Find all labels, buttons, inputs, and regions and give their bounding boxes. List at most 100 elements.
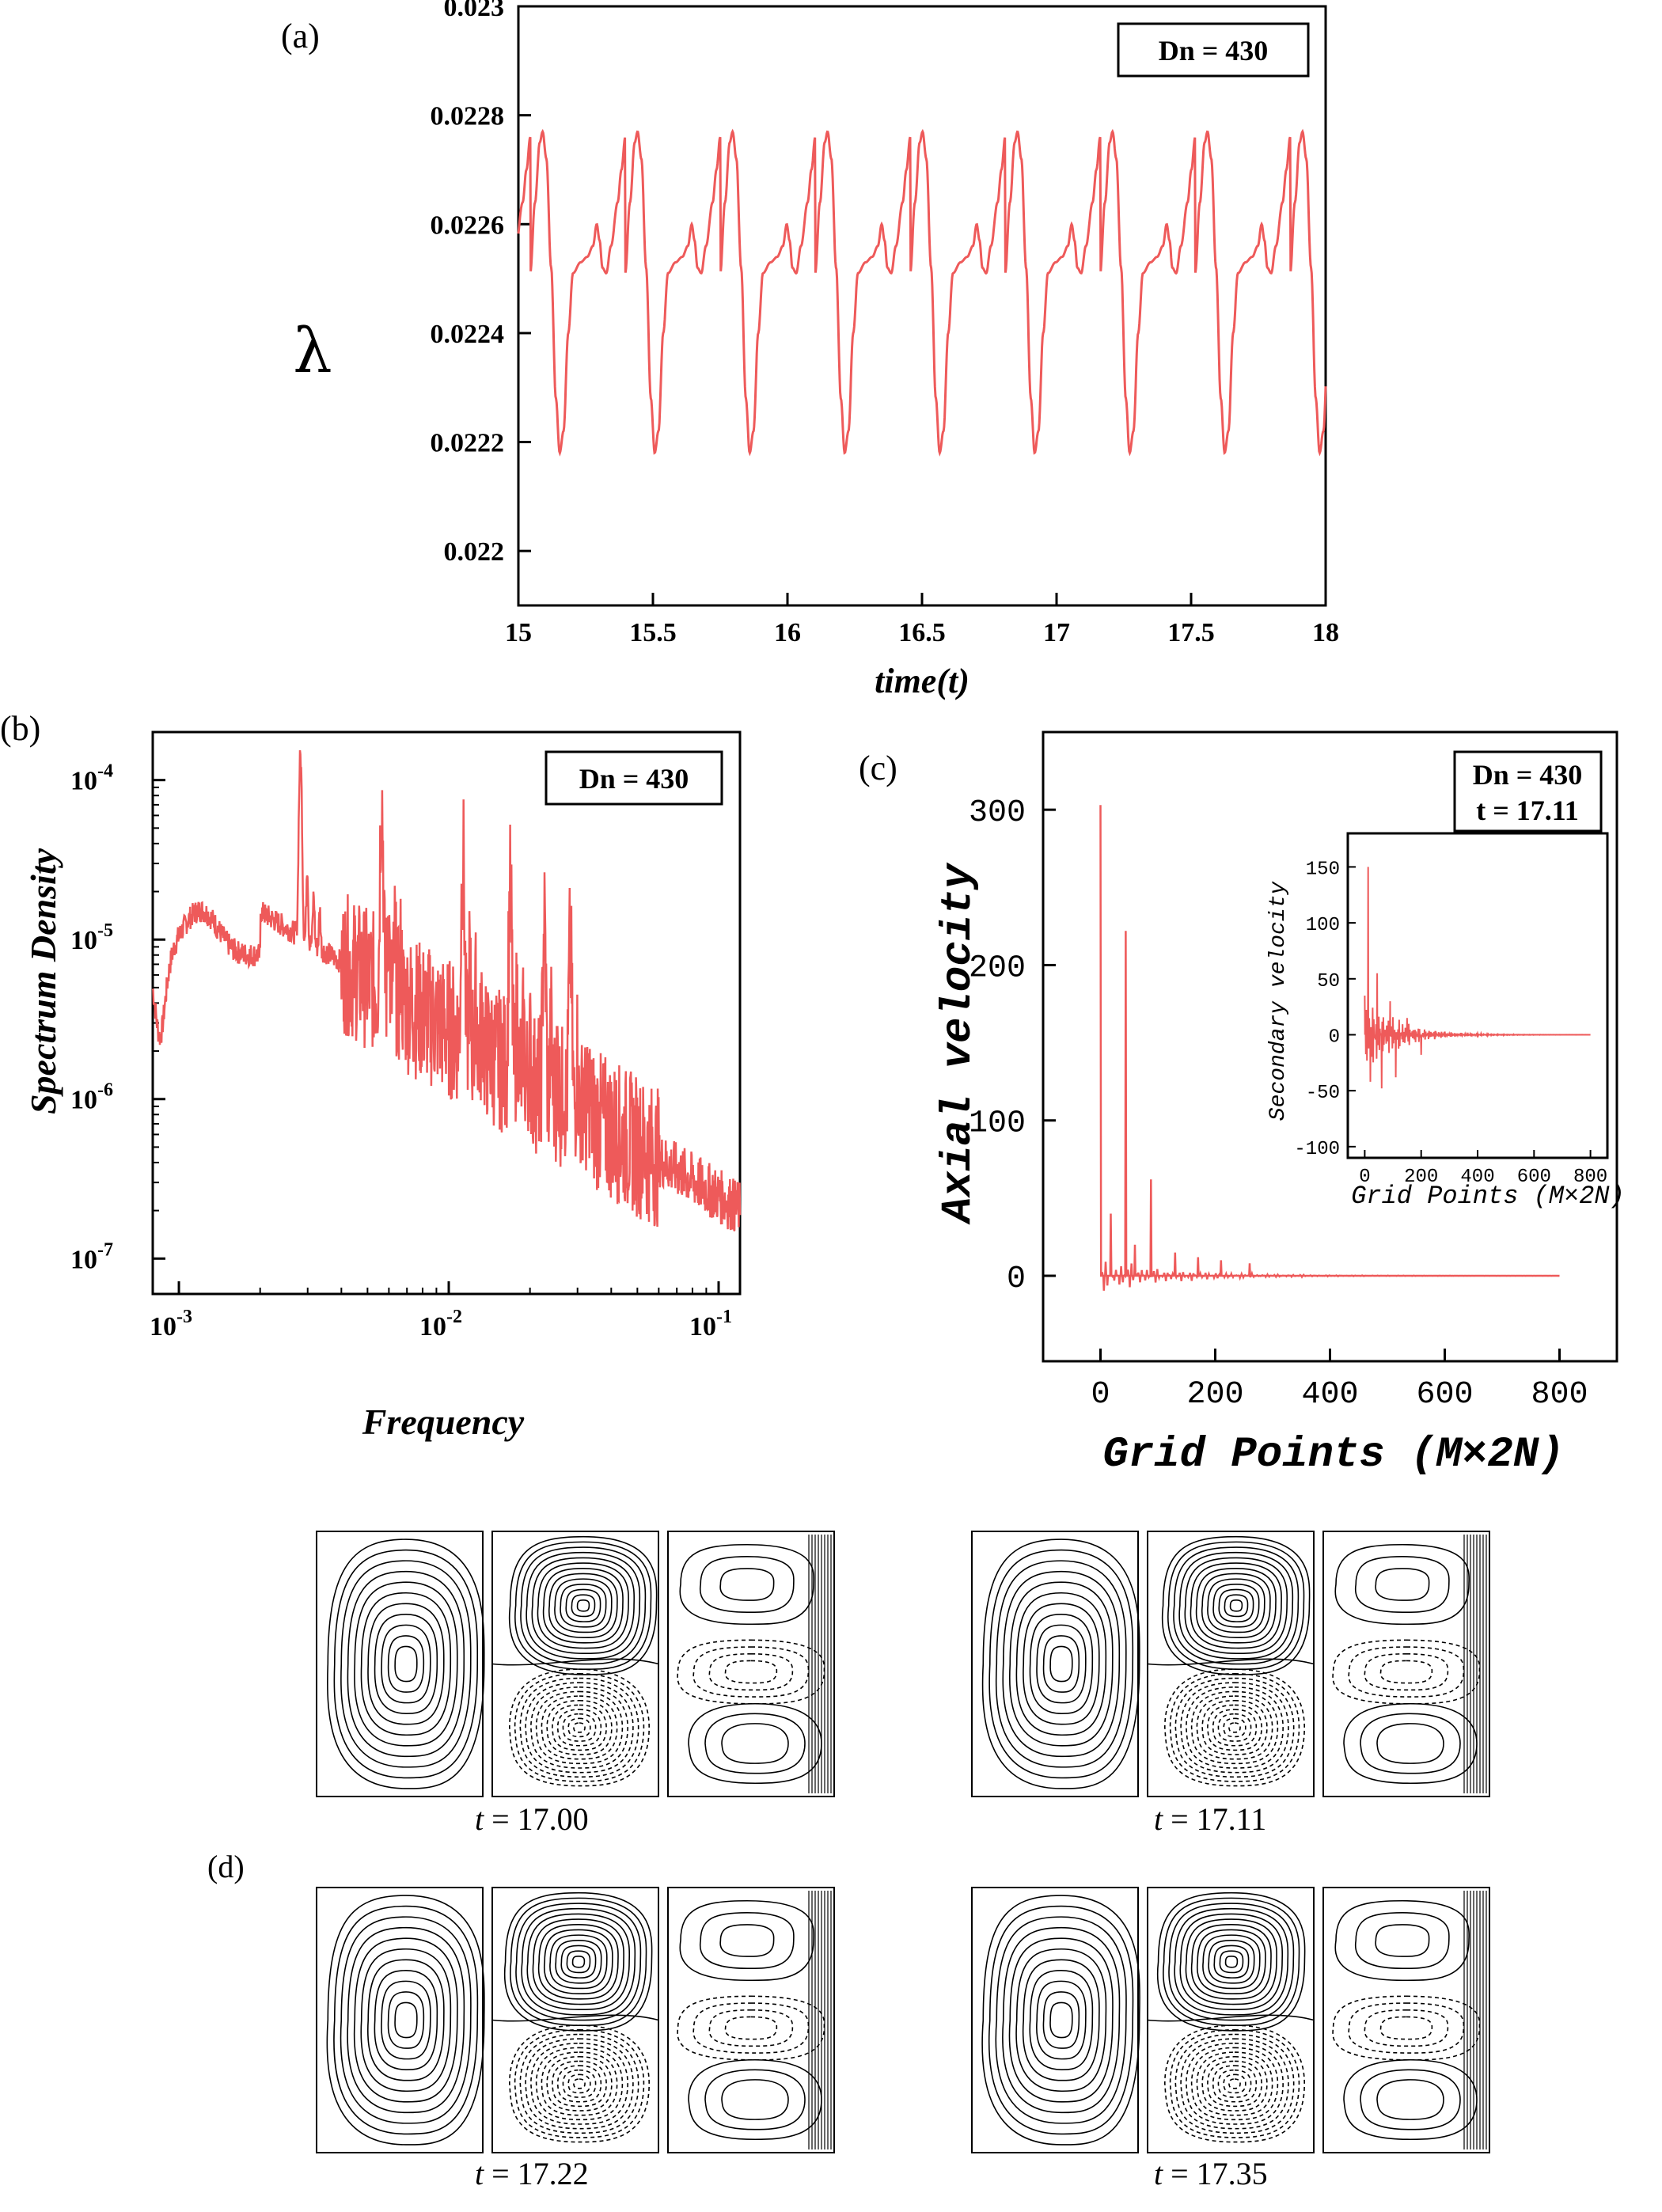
contour-line (1002, 1926, 1121, 2114)
contour-line (1015, 1592, 1107, 1736)
contour-line (995, 1560, 1127, 1768)
contour-line (1364, 2009, 1449, 2047)
contour-line (995, 1916, 1127, 2124)
contour-line (381, 1624, 431, 1704)
legend-text-c-t: t = 17.11 (1476, 795, 1579, 826)
contour-line (327, 1539, 485, 1789)
contour-snapshot-1 (316, 1531, 835, 1797)
contour-line (571, 1594, 596, 1618)
contour-line (1179, 1913, 1284, 2010)
contour-line (508, 1535, 658, 1675)
contour-line (542, 1567, 624, 1644)
x-tick-label-a: 16.5 (898, 618, 946, 647)
contour-line (1022, 1959, 1100, 2081)
contour-line (535, 1690, 624, 1765)
contour-line (537, 1923, 619, 2000)
contour-line (387, 1635, 425, 1693)
contour-line (988, 1905, 1134, 2135)
contour-line (340, 1560, 472, 1768)
x-tick-label-a: 15 (505, 618, 532, 647)
secondary-flow-contour (1147, 1887, 1315, 2153)
plot-frame-b (151, 730, 742, 1296)
contour-line (514, 2029, 645, 2138)
y-tick-label-a: 0.0224 (431, 320, 505, 349)
contour-line (360, 1592, 452, 1736)
contour-line (1196, 2051, 1273, 2116)
y-axis-label-b: Spectrum Density (23, 848, 63, 1114)
panel-label-b: (b) (0, 709, 40, 748)
contour-line (573, 2078, 586, 2089)
contour-line (1375, 1924, 1430, 1957)
y-tick-label-b: 10-6 (70, 1080, 113, 1115)
contour-line (1190, 2047, 1279, 2121)
contour-line (1219, 1950, 1244, 1974)
contour-line (1185, 1918, 1277, 2005)
contour-line (1213, 1945, 1250, 1979)
contour-line (525, 1682, 634, 1774)
contour-line (1147, 2014, 1315, 2022)
contour-line (1042, 1635, 1080, 1693)
y-tick-label-a: 0.0228 (431, 102, 505, 131)
contour-line (543, 1929, 613, 1994)
contour-line (354, 1581, 458, 1747)
contour-line (1379, 2016, 1433, 2040)
plot-frame-a (517, 5, 1327, 607)
contour-line (1201, 1573, 1271, 1638)
contour-line (1228, 2078, 1241, 2089)
inset-y-tick-label: -100 (1294, 1139, 1340, 1160)
inset-x-tick-label: 400 (1460, 1167, 1494, 1188)
contour-line (704, 2069, 806, 2130)
y-tick-label-a: 0.023 (444, 0, 505, 22)
contour-line (721, 1723, 789, 1764)
temperature-contour (1322, 1531, 1490, 1797)
contour-line (541, 1695, 618, 1760)
inset-y-tick-label: 0 (1329, 1026, 1340, 1048)
axial-velocity-series-line (1099, 805, 1560, 1291)
contour-line (1228, 1722, 1241, 1733)
contour-line (541, 2051, 618, 2116)
contour-line (1202, 1934, 1261, 1990)
temperature-contour (1322, 1887, 1490, 2153)
contour-line (1036, 1980, 1087, 2060)
contour-line (1180, 1682, 1289, 1774)
contour-line (1178, 1551, 1294, 1660)
contour-line (692, 1646, 810, 1698)
inset-x-tick-label: 200 (1404, 1167, 1438, 1188)
contour-line (394, 1645, 418, 1683)
contour-line (508, 1668, 651, 1787)
y-tick-label-b: 10-5 (70, 920, 113, 955)
contour-line (1224, 1956, 1239, 1968)
contour-line (1180, 2038, 1289, 2130)
contour-line (535, 2047, 624, 2121)
contour-line (537, 1562, 629, 1649)
contour-line (1161, 1535, 1311, 1675)
contour-line (1173, 1546, 1300, 1665)
contour-line (508, 2024, 651, 2143)
contour-line (546, 2055, 613, 2111)
contour-line (1002, 1570, 1121, 1758)
caption-t-1: t = 17.00 (475, 1801, 589, 1837)
contour-line (1334, 1899, 1470, 1982)
contour-line (1163, 1668, 1306, 1787)
contour-line (1023, 1603, 1100, 1725)
temperature-contour (667, 1887, 835, 2153)
inset-y-tick-label: 150 (1306, 859, 1340, 880)
contour-line (1196, 1929, 1266, 1994)
x-axis-label-b: Frequency (362, 1402, 525, 1442)
contour-line (1190, 1690, 1279, 1765)
contour-line (526, 1913, 631, 2010)
contour-line (556, 1709, 602, 1747)
contour-line (708, 1652, 794, 1691)
caption-t-3: t = 17.22 (475, 2156, 589, 2191)
x-tick-label-b: 10-3 (150, 1307, 192, 1341)
x-tick-label-a: 16 (774, 618, 801, 647)
contour-line (562, 1713, 597, 1742)
contour-line (719, 1924, 775, 1957)
contour-line (1036, 1624, 1087, 1704)
y-tick-label-c: 0 (1007, 1262, 1026, 1297)
contour-line (525, 2038, 634, 2130)
contour-frame (971, 1531, 1139, 1797)
contour-line (1190, 1562, 1282, 1649)
contour-panel-d: (d) t = 17.00 t = 17.11 t = 17.22 t = 17.35 (207, 1531, 1490, 2191)
contour-snapshot-3 (316, 1887, 835, 2153)
